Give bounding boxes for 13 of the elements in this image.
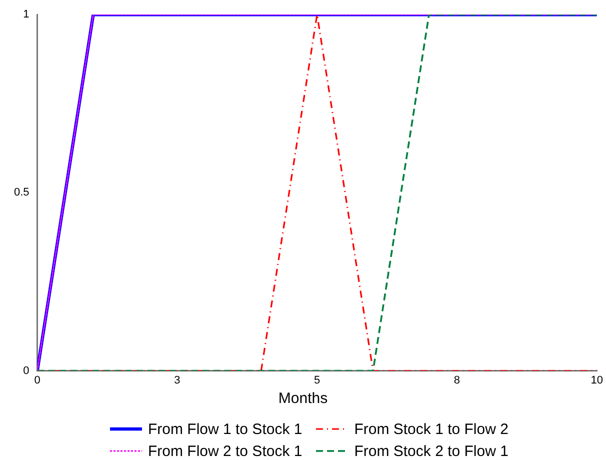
y-tick-label: 0.5 (14, 186, 30, 199)
y-tick-label: 1 (23, 8, 30, 21)
legend-label: From Stock 1 to Flow 2 (354, 420, 508, 438)
x-tick-label: 3 (174, 374, 180, 386)
x-tick-label: 5 (314, 374, 320, 386)
legend-label: From Stock 2 to Flow 1 (354, 442, 508, 460)
x-tick-label: 0 (34, 374, 40, 386)
y-tick-label: 0 (23, 364, 30, 377)
x-tick-label: 8 (454, 374, 460, 386)
legend-label: From Flow 2 to Stock 1 (148, 442, 302, 460)
legend-label: From Flow 1 to Stock 1 (148, 420, 302, 438)
x-tick-label: 10 (590, 374, 604, 386)
x-axis-title: Months (277, 390, 329, 407)
